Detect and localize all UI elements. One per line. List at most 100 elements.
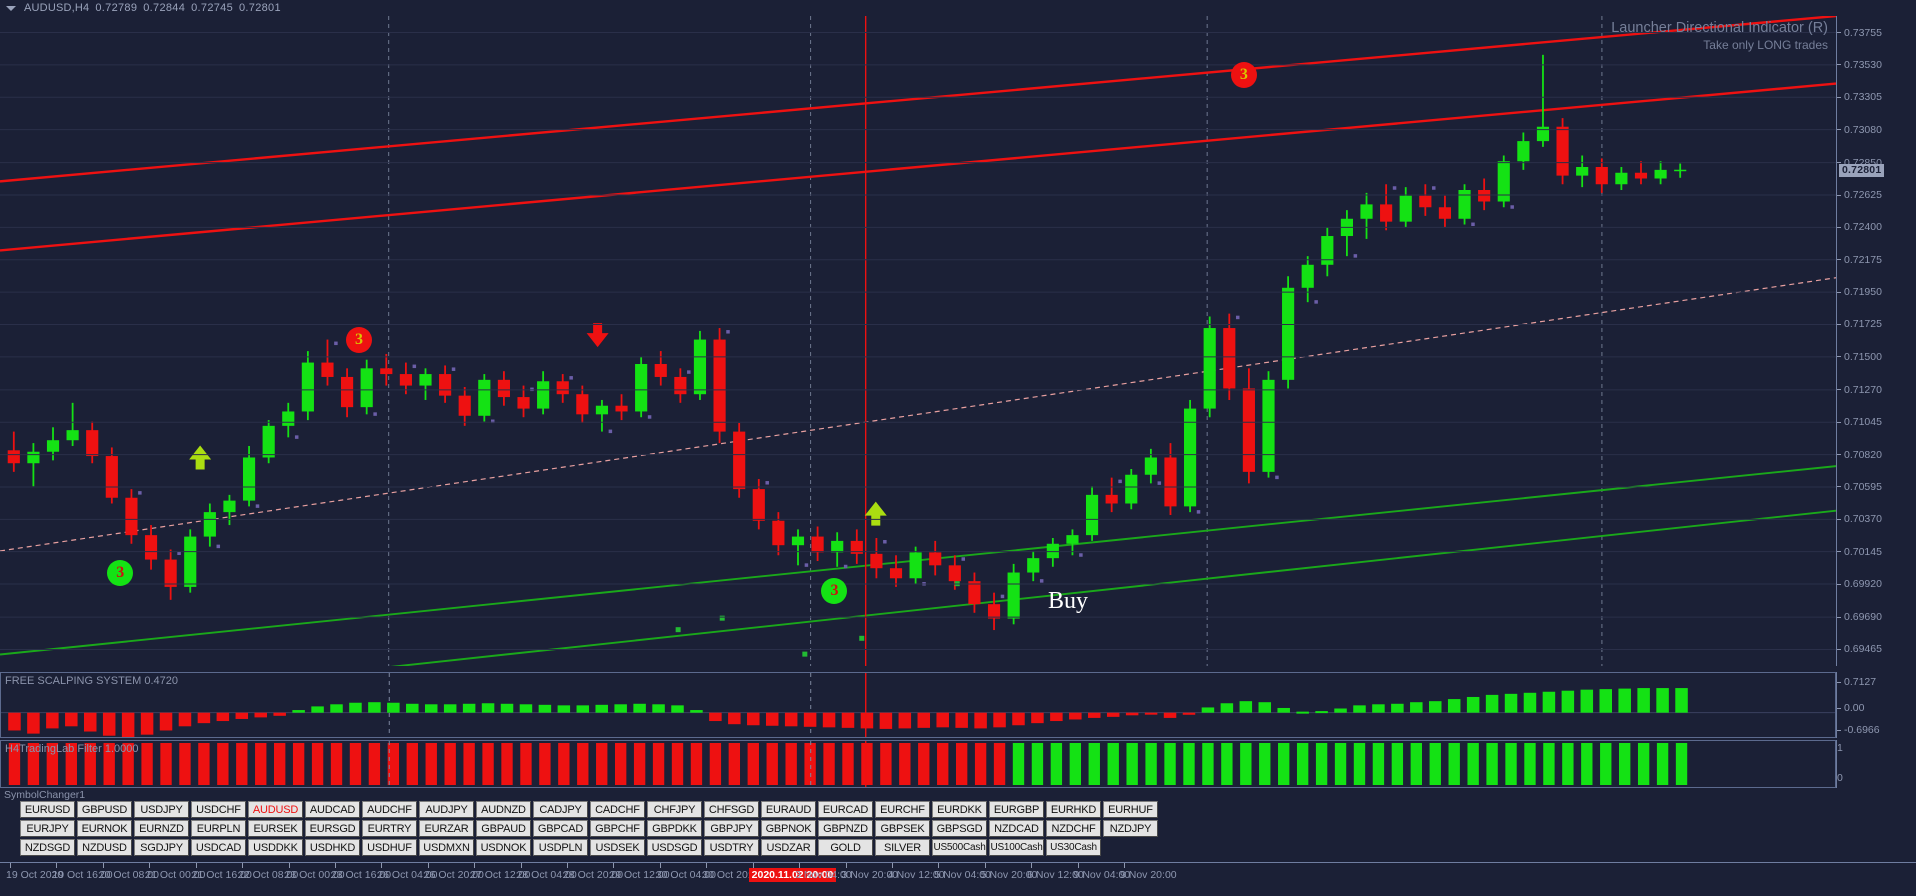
symbol-button-usdtry[interactable]: USDTRY bbox=[704, 839, 759, 856]
time-label: 9 Nov 20:00 bbox=[1120, 869, 1177, 881]
time-label: 4 Nov 12:00 bbox=[887, 869, 945, 881]
price-tick-label: 0.73530 bbox=[1844, 58, 1882, 71]
symbol-period-label: AUDUSD,H4 bbox=[24, 2, 90, 14]
symbol-button-usdpln[interactable]: USDPLN bbox=[533, 839, 588, 856]
symbol-button-gbpsgd[interactable]: GBPSGD bbox=[932, 820, 987, 837]
time-label: 19 Oct 2020 bbox=[6, 869, 64, 881]
symbol-button-eursek[interactable]: EURSEK bbox=[248, 820, 303, 837]
price-scale[interactable]: 0.73755 0.73530 0.73305 0.73080 0.72850 0.726… bbox=[1836, 16, 1916, 666]
time-tick-mark bbox=[1031, 863, 1033, 868]
symbol-button-audchf[interactable]: AUDCHF bbox=[362, 801, 417, 818]
symbol-changer-panel[interactable]: SymbolChanger1 EURUSD GBPUSD USDJPY USDCHF A… bbox=[0, 789, 1916, 864]
symbol-button-usdcad[interactable]: USDCAD bbox=[191, 839, 246, 856]
symbol-button-gbpnzd[interactable]: GBPNZD bbox=[818, 820, 873, 837]
symbol-button-us30cash[interactable]: US30Cash bbox=[1046, 839, 1101, 856]
symbol-button-usdmxn[interactable]: USDMXN bbox=[419, 839, 474, 856]
symbol-button-usdhkd[interactable]: USDHKD bbox=[305, 839, 360, 856]
symbol-button-nzdsgd[interactable]: NZDSGD bbox=[20, 839, 75, 856]
symbol-button-nzdchf[interactable]: NZDCHF bbox=[1046, 820, 1101, 837]
symbol-button-chfsgd[interactable]: CHFSGD bbox=[704, 801, 759, 818]
symbol-button-usdsgd[interactable]: USDSGD bbox=[647, 839, 702, 856]
symbol-button-cadchf[interactable]: CADCHF bbox=[590, 801, 645, 818]
price-tick: 0.71045 bbox=[1837, 416, 1882, 428]
symbol-button-eurcad[interactable]: EURCAD bbox=[818, 801, 873, 818]
symbol-button-eurusd[interactable]: EURUSD bbox=[20, 801, 75, 818]
symbol-button-nzdjpy[interactable]: NZDJPY bbox=[1103, 820, 1158, 837]
symbol-button-eurtry[interactable]: EURTRY bbox=[362, 820, 417, 837]
oscillator-panel[interactable] bbox=[0, 672, 1836, 738]
price-chart[interactable] bbox=[0, 16, 1836, 666]
price-tick: 0.70595 bbox=[1837, 481, 1882, 493]
symbol-button-audjpy[interactable]: AUDJPY bbox=[419, 801, 474, 818]
symbol-button-usdzar[interactable]: USDZAR bbox=[761, 839, 816, 856]
symbol-button-cadjpy[interactable]: CADJPY bbox=[533, 801, 588, 818]
price-tick-label: 0.71270 bbox=[1844, 383, 1882, 396]
symbol-button-eurdkk[interactable]: EURDKK bbox=[932, 801, 987, 818]
symbol-button-audusd[interactable]: AUDUSD bbox=[248, 801, 303, 818]
symbol-button-usdnok[interactable]: USDNOK bbox=[476, 839, 531, 856]
symbol-button-gbpcad[interactable]: GBPCAD bbox=[533, 820, 588, 837]
symbol-button-us500cash[interactable]: US500Cash bbox=[932, 839, 987, 856]
symbol-button-usddkk[interactable]: USDDKK bbox=[248, 839, 303, 856]
symbol-button-eurjpy[interactable]: EURJPY bbox=[20, 820, 75, 837]
time-label: 23 Oct 00:00 bbox=[284, 869, 345, 881]
symbol-button-gbpchf[interactable]: GBPCHF bbox=[590, 820, 645, 837]
symbol-button-gbpusd[interactable]: GBPUSD bbox=[77, 801, 132, 818]
symbol-button-usdchf[interactable]: USDCHF bbox=[191, 801, 246, 818]
symbol-button-usdsek[interactable]: USDSEK bbox=[590, 839, 645, 856]
symbol-button-euraud[interactable]: EURAUD bbox=[761, 801, 816, 818]
symbol-button-eurnok[interactable]: EURNOK bbox=[77, 820, 132, 837]
triangle-down-icon[interactable] bbox=[6, 5, 16, 11]
symbol-button-silver[interactable]: SILVER bbox=[875, 839, 930, 856]
price-tick-label: 0.69465 bbox=[1844, 643, 1882, 656]
symbol-button-audnzd[interactable]: AUDNZD bbox=[476, 801, 531, 818]
symbol-button-nzdcad[interactable]: NZDCAD bbox=[989, 820, 1044, 837]
symbol-button-gbpjpy[interactable]: GBPJPY bbox=[704, 820, 759, 837]
symbol-button-usdjpy[interactable]: USDJPY bbox=[134, 801, 189, 818]
symbol-button-eurhkd[interactable]: EURHKD bbox=[1046, 801, 1101, 818]
time-label: 21 Oct 16:00 bbox=[191, 869, 252, 881]
chart-info-bar: AUDUSD,H4 0.72789 0.72844 0.72745 0.7280… bbox=[0, 0, 1916, 16]
symbol-button-eurnzd[interactable]: EURNZD bbox=[134, 820, 189, 837]
oscillator-tick-label: -0.6966 bbox=[1844, 724, 1880, 736]
symbol-button-chfjpy[interactable]: CHFJPY bbox=[647, 801, 702, 818]
symbol-button-gold[interactable]: GOLD bbox=[818, 839, 873, 856]
time-tick-mark bbox=[10, 863, 11, 868]
symbol-button-usdhuf[interactable]: USDHUF bbox=[362, 839, 417, 856]
symbol-button-gbpnok[interactable]: GBPNOK bbox=[761, 820, 816, 837]
price-tick: 0.70145 bbox=[1837, 546, 1882, 558]
symbol-button-us100cash[interactable]: US100Cash bbox=[989, 839, 1044, 856]
symbol-button-eurchf[interactable]: EURCHF bbox=[875, 801, 930, 818]
symbol-button-sgdjpy[interactable]: SGDJPY bbox=[134, 839, 189, 856]
symbol-button-eurgbp[interactable]: EURGBP bbox=[989, 801, 1044, 818]
time-label: 28 Oct 04:00 bbox=[516, 869, 577, 881]
price-tick: 0.72400 bbox=[1837, 221, 1882, 233]
ohlc-low: 0.72745 bbox=[191, 2, 233, 14]
price-tick: 0.73080 bbox=[1837, 124, 1882, 136]
symbol-changer-title: SymbolChanger1 bbox=[4, 789, 86, 801]
symbol-button-gbpdkk[interactable]: GBPDKK bbox=[647, 820, 702, 837]
time-tick-mark bbox=[102, 863, 104, 868]
symbol-button-gbpaud[interactable]: GBPAUD bbox=[476, 820, 531, 837]
filter-tick-label: 0 bbox=[1837, 772, 1843, 784]
time-tick-mark bbox=[195, 863, 197, 868]
symbol-button-eurpln[interactable]: EURPLN bbox=[191, 820, 246, 837]
symbol-button-eursgd[interactable]: EURSGD bbox=[305, 820, 360, 837]
candlestick-canvas bbox=[0, 16, 1836, 666]
signal-marker: 3 bbox=[107, 559, 134, 586]
time-label: 30 Oct 20:00 bbox=[702, 869, 763, 881]
filter-panel[interactable] bbox=[0, 740, 1836, 788]
symbol-button-eurhuf[interactable]: EURHUF bbox=[1103, 801, 1158, 818]
price-tick-label: 0.71725 bbox=[1844, 318, 1882, 331]
signal-marker: 3 bbox=[821, 578, 848, 605]
oscillator-tick: 0.7127 bbox=[1837, 676, 1876, 688]
time-tick-mark bbox=[520, 863, 522, 868]
time-scale[interactable]: 19 Oct 2020 19 Oct 16:00 20 Oct 08:00 21 Oc… bbox=[0, 862, 1916, 896]
filter-histogram bbox=[8, 741, 1688, 787]
symbol-button-eurzar[interactable]: EURZAR bbox=[419, 820, 474, 837]
symbol-button-nzdusd[interactable]: NZDUSD bbox=[77, 839, 132, 856]
price-tick-label: 0.73080 bbox=[1844, 123, 1882, 136]
symbol-button-gbpsek[interactable]: GBPSEK bbox=[875, 820, 930, 837]
symbol-button-audcad[interactable]: AUDCAD bbox=[305, 801, 360, 818]
